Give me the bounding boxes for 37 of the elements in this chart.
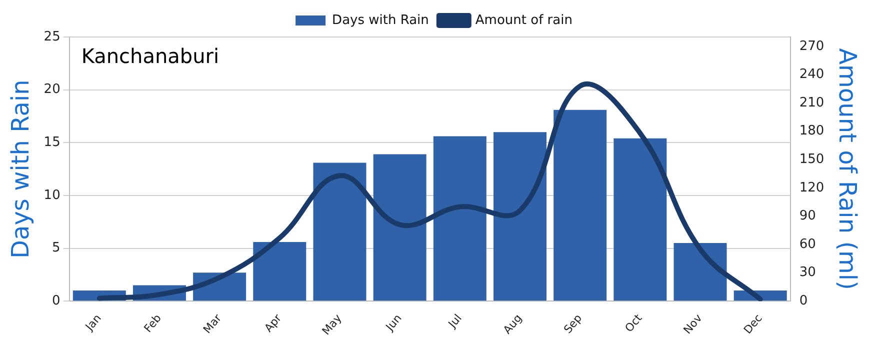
y2-tick-label: 60	[799, 236, 816, 252]
y2-tick-label: 180	[799, 124, 824, 139]
y-tick-label: 20	[44, 82, 60, 98]
chart-title: Kanchanaburi	[81, 44, 220, 68]
y-tick-label: 15	[44, 135, 60, 150]
legend-label: Amount of rain	[475, 12, 572, 28]
bar	[253, 242, 306, 301]
y2-tick-label: 210	[799, 95, 824, 110]
bar	[554, 110, 607, 301]
bar	[614, 138, 667, 301]
x-tick-label: Sep	[561, 312, 585, 336]
y-tick-label: 0	[52, 293, 60, 308]
y2-tick-label: 0	[799, 293, 808, 308]
y-axis-title: Days with Rain	[6, 80, 35, 258]
bar	[433, 136, 486, 301]
x-tick-label: Dec	[741, 312, 765, 336]
y-tick-label: 25	[44, 29, 60, 44]
x-tick-label: Jul	[445, 312, 464, 332]
x-tick-label: Apr	[262, 311, 284, 335]
y2-tick-label: 120	[799, 180, 824, 196]
x-tick-label: Jun	[382, 312, 404, 334]
y2-tick-label: 150	[799, 152, 824, 167]
y2-tick-label: 90	[799, 208, 816, 224]
y2-tick-label: 30	[799, 265, 816, 280]
bar	[493, 132, 546, 301]
x-tick-label: Feb	[141, 312, 164, 336]
y-tick-label: 10	[44, 188, 60, 203]
y-tick-label: 5	[52, 240, 60, 256]
legend-label: Days with Rain	[332, 12, 429, 28]
y2-axis-title: Amount of Rain (ml)	[833, 48, 862, 290]
bar	[373, 154, 426, 301]
x-tick-label: Jan	[82, 312, 104, 334]
y2-tick-label: 270	[799, 38, 824, 54]
x-tick-label: Oct	[622, 311, 646, 335]
bar	[674, 242, 727, 301]
bar	[313, 162, 366, 301]
y2-tick-label: 240	[799, 67, 824, 82]
